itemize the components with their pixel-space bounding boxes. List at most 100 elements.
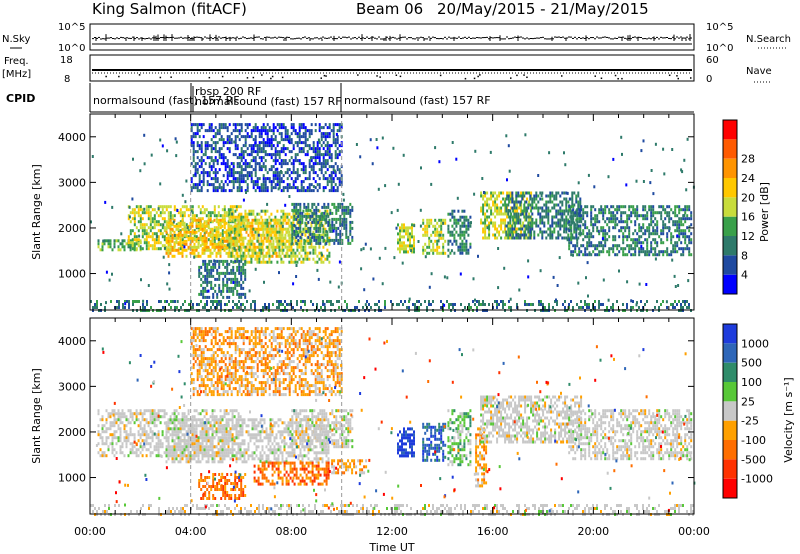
power-echo-cell xyxy=(644,214,647,218)
power-echo-cell xyxy=(244,144,247,148)
power-echo-cell xyxy=(286,129,289,133)
power-echo-cell xyxy=(292,159,295,163)
power-echo-cell xyxy=(240,177,243,181)
power-echo-cell xyxy=(514,224,517,228)
power-echo-cell xyxy=(225,239,228,243)
power-echo-cell xyxy=(598,208,601,212)
power-echo-cell xyxy=(235,205,238,209)
power-echo-cell xyxy=(208,123,211,127)
power-echo-cell xyxy=(236,129,239,133)
power-echo-cell xyxy=(576,241,579,245)
power-echo-cell xyxy=(335,220,338,224)
power-echo-cell xyxy=(278,126,281,130)
power-echo-cell xyxy=(322,135,325,139)
power-echo-cell xyxy=(284,132,287,136)
power-echo-cell xyxy=(654,211,657,215)
power-echo-cell xyxy=(565,209,568,213)
power-echo-cell xyxy=(280,165,283,169)
power-echo-cell xyxy=(179,242,182,246)
power-echo-cell xyxy=(200,289,203,293)
power-echo-cell xyxy=(240,150,243,154)
power-echo-cell xyxy=(216,180,219,184)
power-echo-cell xyxy=(319,214,322,218)
power-echo-cell xyxy=(288,150,291,154)
power-echo-cell xyxy=(301,220,304,224)
power-echo-cell xyxy=(189,230,192,234)
power-echo-cell xyxy=(300,162,303,166)
power-echo-cell xyxy=(278,186,281,190)
power-echo-cell xyxy=(251,239,254,243)
power-echo-cell xyxy=(300,123,303,127)
power-echo-cell xyxy=(507,233,510,237)
power-echo-cell xyxy=(107,239,110,243)
power-echo-cell xyxy=(230,242,233,246)
power-echo-cell xyxy=(217,227,220,231)
power-echo-cell xyxy=(496,197,499,201)
power-echo-cell xyxy=(339,229,342,233)
power-echo-cell xyxy=(195,221,198,225)
power-echo-cell xyxy=(577,194,580,198)
nave-dot xyxy=(510,77,512,79)
power-echo-cell xyxy=(209,230,212,234)
power-echo-cell xyxy=(223,214,226,218)
power-echo-cell xyxy=(246,242,249,246)
power-echo-cell xyxy=(220,306,222,309)
power-echo-cell xyxy=(211,235,214,239)
power-echo-cell xyxy=(322,300,324,303)
power-echo-cell xyxy=(256,180,259,184)
power-echo-cell xyxy=(444,251,447,255)
power-echo-cell xyxy=(302,132,305,136)
power-echo-cell xyxy=(254,183,257,187)
power-echo-cell xyxy=(242,271,245,275)
power-echo-cell xyxy=(160,300,162,303)
power-echo-cell xyxy=(169,224,172,228)
power-echo-cell xyxy=(198,303,200,306)
power-echo-cell xyxy=(192,306,194,309)
power-echo-cell xyxy=(232,306,234,309)
power-echo-cell xyxy=(200,123,203,127)
power-echo-cell xyxy=(272,153,275,157)
power-echo-cell xyxy=(169,235,172,239)
power-echo-cell xyxy=(299,205,302,209)
power-echo-cell xyxy=(316,189,319,193)
power-echo-cell xyxy=(502,306,504,309)
power-echo-cell xyxy=(294,180,297,184)
power-echo-cell xyxy=(228,245,231,249)
power-echo-cell xyxy=(319,217,322,221)
power-echo-cell xyxy=(205,248,208,252)
power-echo-cell xyxy=(688,238,691,242)
power-echo-cell xyxy=(500,218,503,222)
power-echo-cell xyxy=(280,135,283,139)
power-echo-cell xyxy=(397,247,399,251)
power-echo-cell xyxy=(183,242,186,246)
power-echo-cell xyxy=(690,232,693,236)
power-echo-cell xyxy=(282,138,285,142)
power-echo-cell xyxy=(662,220,665,224)
power-echo-cell xyxy=(205,224,208,228)
power-echo-cell xyxy=(240,303,242,306)
power-echo-cell xyxy=(432,245,435,249)
power-echo-cell xyxy=(676,244,679,248)
power-echo-cell xyxy=(460,303,462,306)
nave-dot xyxy=(523,74,525,76)
power-echo-cell xyxy=(324,138,327,142)
power-echo-cell xyxy=(332,129,335,133)
power-echo-cell xyxy=(405,226,407,230)
power-echo-cell xyxy=(268,260,271,264)
power-echo-cell xyxy=(432,242,435,246)
power-echo-cell xyxy=(109,239,112,243)
power-echo-cell xyxy=(219,251,222,255)
power-echo-cell xyxy=(507,194,510,198)
power-echo-cell xyxy=(676,220,679,224)
power-echo-cell xyxy=(210,144,213,148)
power-echo-cell xyxy=(288,218,291,222)
power-echo-cell xyxy=(187,235,190,239)
power-echo-cell xyxy=(242,251,245,255)
power-echo-cell xyxy=(284,242,287,246)
power-echo-cell xyxy=(563,236,566,240)
power-echo-cell xyxy=(422,221,425,225)
power-echo-cell xyxy=(594,217,597,221)
power-echo-cell xyxy=(278,171,281,175)
power-echo-cell xyxy=(133,242,136,246)
power-echo-cell xyxy=(157,205,160,209)
